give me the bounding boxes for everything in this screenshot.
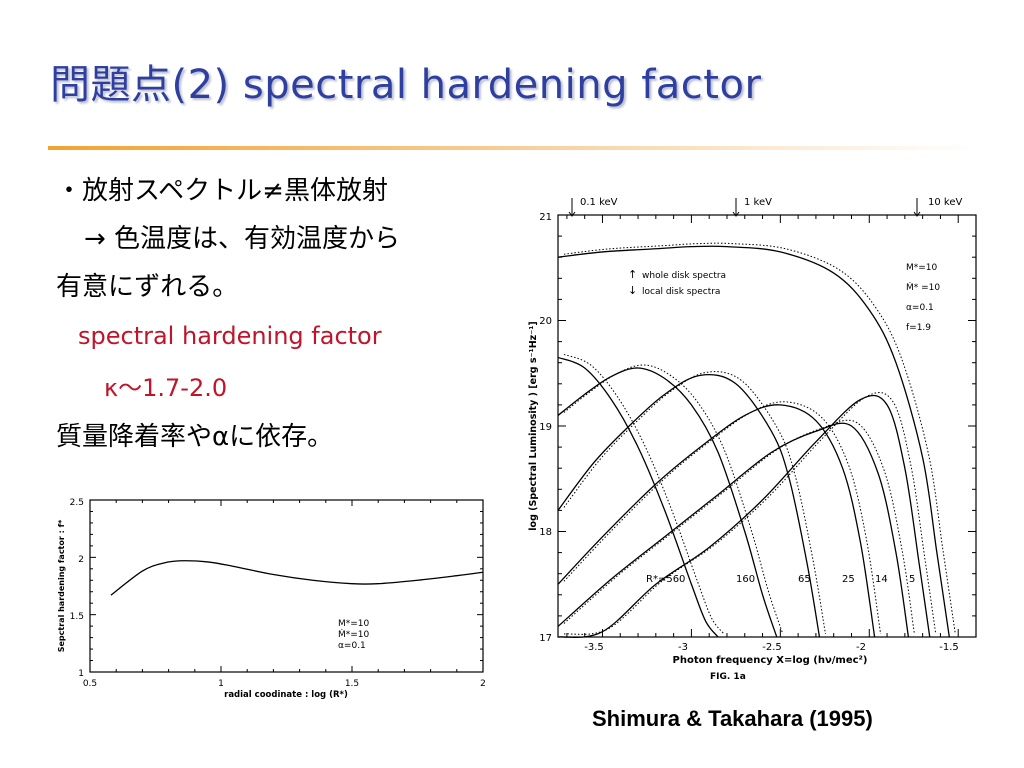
chart1-param-2: Ṁ*=10 (338, 629, 370, 640)
chart1-param-3: α=0.1 (338, 641, 366, 651)
chart2-series-line-2 (557, 367, 778, 638)
chart1-xtick-4: 2 (480, 679, 486, 689)
chart1-xlabel: radial coodinate : log (R*) (224, 690, 348, 700)
chart2-dotted-line-3 (563, 371, 826, 635)
chart2-top-marker-1: 0.1 keV (580, 197, 618, 208)
chart2-param-4: f=1.9 (906, 323, 931, 333)
chart2-series-line-4 (557, 404, 876, 638)
chart2-ytick-18: 18 (539, 527, 552, 538)
chart2-ytick-21: 21 (539, 212, 552, 223)
chart2-legend-local: local disk spectra (642, 287, 720, 297)
chart2-xtick-3: -2.5 (762, 642, 782, 653)
bullet-line-1: ・放射スペクトル≠黒体放射 (56, 176, 388, 206)
chart2-ytick-20: 20 (539, 316, 552, 327)
chart2-dotted-line-2 (563, 364, 784, 635)
chart2-dotted-series (563, 242, 956, 635)
chart2-param-2: Ṁ* =10 (906, 282, 940, 293)
chart2-radius-label-3: 65 (798, 574, 811, 585)
chart2-top-arrow-1 (568, 198, 576, 217)
chart2-radius-label-6: 5 (909, 574, 915, 585)
chart2-xtick-4: -2 (856, 642, 866, 653)
chart1-ytick-1: 1 (78, 669, 84, 679)
chart2-dotted-line-0 (563, 242, 956, 635)
chart1-ytick-2: 1.5 (70, 612, 84, 622)
chart2-series-line-3 (557, 373, 821, 638)
chart2-radius-label-1: R*=560 (646, 574, 685, 585)
chart2-top-arrow-3 (913, 198, 921, 217)
chart2-xtick-5: -1.5 (939, 642, 959, 653)
hardening-factor-chart: 1 1.5 2 2.5 0.5 1 1.5 2 radial coodinate… (57, 498, 486, 700)
chart2-top-marker-3: 10 keV (928, 197, 962, 208)
chart2-radius-label-2: 160 (736, 574, 755, 585)
chart1-xtick-3: 1.5 (345, 679, 359, 689)
chart2-series-line-0 (557, 245, 950, 638)
chart2-xtick-1: -3.5 (584, 642, 604, 653)
chart1-ytick-3: 2 (78, 555, 84, 565)
chart2-dotted-line-1 (563, 353, 725, 635)
chart2-param-3: α=0.1 (906, 303, 934, 313)
chart2-radius-label-4: 25 (842, 574, 855, 585)
bullet-line-2: → 色温度は、有効温度から (84, 224, 401, 254)
chart2-ytick-19: 19 (539, 422, 552, 433)
chart2-top-marker-2: 1 keV (744, 197, 772, 208)
chart2-caption: FIG. 1a (710, 672, 746, 682)
chart2-legend-arrow-up: ↑ (628, 268, 637, 281)
hardening-factor-label: spectral hardening factor (78, 322, 382, 350)
bullet-line-6: 質量降着率やαに依存。 (56, 422, 334, 452)
chart2-ylabel: log (Spectral Luminosity ) [erg s⁻¹Hz⁻¹] (528, 321, 539, 530)
chart1-xtick-1: 0.5 (83, 679, 97, 689)
chart2-param-1: M*=10 (906, 263, 938, 273)
chart1-ticks (89, 499, 484, 673)
chart2-legend-arrow-down: ↓ (628, 284, 637, 297)
spectral-luminosity-chart: 17 18 19 20 21 -3.5 -3 -2.5 -2 -1.5 Phot… (528, 197, 977, 682)
chart2-top-arrow-2 (732, 198, 740, 217)
chart1-frame (89, 499, 484, 673)
chart2-legend-whole: whole disk spectra (642, 271, 726, 281)
chart1-xtick-2: 1 (218, 679, 224, 689)
bullet-line-3: 有意にずれる。 (56, 272, 239, 302)
title-divider (48, 146, 978, 150)
chart2-radius-label-5: 14 (875, 574, 888, 585)
chart1-ylabel: Sepctral hardening factor : f* (57, 519, 66, 652)
slide-title: 問題点(2) spectral hardening factor (50, 62, 762, 108)
chart2-ytick-17: 17 (539, 633, 552, 644)
chart2-xtick-2: -3 (678, 642, 688, 653)
chart2-series-line-1 (557, 356, 719, 638)
chart1-ytick-4: 2.5 (70, 498, 84, 508)
figure-credit: Shimura & Takahara (1995) (592, 706, 873, 731)
chart2-series (557, 245, 950, 638)
chart2-ticks (558, 214, 977, 638)
chart1-series-line (110, 560, 484, 596)
chart2-dotted-line-4 (563, 401, 882, 635)
chart1-param-1: M*=10 (338, 619, 370, 629)
chart2-xlabel: Photon frequency X=log (hν/mec²) (673, 655, 868, 666)
kappa-range: κ〜1.7-2.0 (104, 374, 228, 402)
chart2-series-line-6 (557, 394, 931, 638)
chart2-dotted-line-5 (563, 419, 915, 635)
